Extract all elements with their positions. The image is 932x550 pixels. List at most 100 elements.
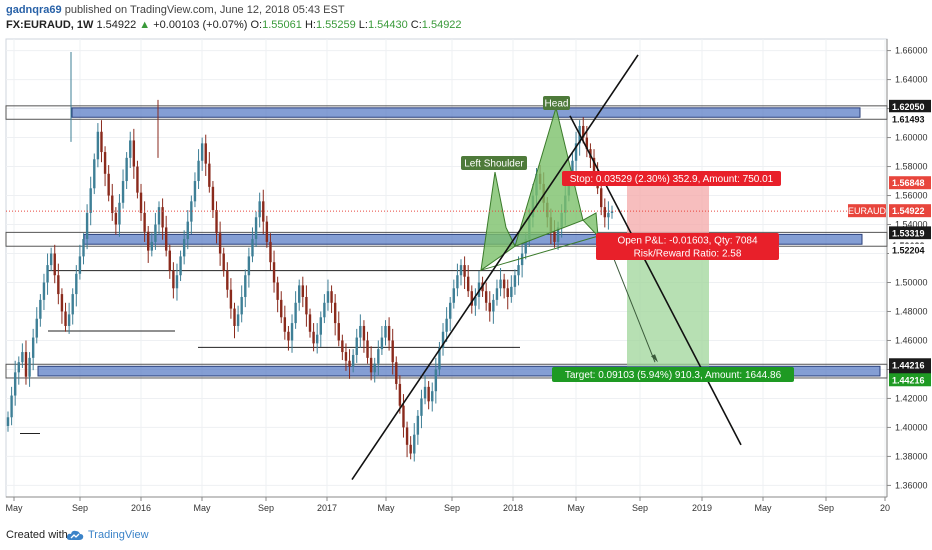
candle-body [247, 256, 251, 276]
candle-body [24, 352, 28, 377]
risk-reward-label: Risk/Reward Ratio: 2.58 [596, 246, 779, 260]
left-shoulder-label-text: Left Shoulder [464, 159, 524, 170]
y-tick-label: 1.60000 [895, 133, 928, 143]
resistance-zone-price-hi-text: 1.62050 [892, 102, 925, 112]
tradingview-brand[interactable]: TradingView [88, 529, 149, 541]
candle-body [582, 125, 585, 138]
candle-body [233, 308, 236, 326]
candle-body [100, 131, 103, 153]
head-label-text: Head [545, 99, 569, 110]
candle-body [445, 318, 448, 332]
candle-body [413, 434, 416, 454]
candle-body [175, 275, 179, 289]
stop-label-text: Stop: 0.03529 (2.30%) 352.9, Amount: 750… [570, 174, 774, 185]
support-zone-outline [5, 363, 888, 379]
candle-body [200, 143, 204, 161]
x-tick-label: 2019 [692, 503, 712, 513]
candle-body [377, 349, 380, 364]
symbol-label: FX:EURAUD, 1W [6, 19, 94, 31]
candle-body [10, 395, 13, 418]
resistance-zone-price-hi: 1.62050 [889, 99, 931, 113]
open-pl-label-bg [596, 233, 779, 247]
candle-body [585, 137, 589, 150]
candle-body [164, 227, 168, 251]
author-link[interactable]: gadnqra69 [6, 4, 62, 16]
support-zone-price-hi: 1.44216 [889, 358, 931, 372]
price-chart[interactable]: 1.660001.640001.620001.600001.580001.560… [0, 34, 932, 520]
resistance-zone-price-lo-text: 1.61493 [892, 114, 925, 124]
neckline-low-label: 1.52204 [889, 243, 931, 257]
x-tick-label: Sep [258, 503, 274, 513]
candle-body [6, 417, 10, 426]
candle-body [434, 369, 438, 392]
resistance-zone-price-lo: 1.61493 [889, 112, 931, 126]
neckline-low-label-text: 1.52204 [892, 246, 925, 256]
neckline-zone-outline [5, 231, 888, 247]
candle-body [211, 186, 215, 211]
candle-body [179, 256, 182, 276]
x-tick-label: 2016 [131, 503, 151, 513]
candle-body [402, 405, 405, 428]
candle-body [610, 211, 614, 213]
candle-body [222, 253, 225, 271]
candle-body [251, 239, 254, 257]
candle-body [355, 337, 358, 355]
symbol-tag: EURAUD [848, 204, 887, 218]
candle-body [258, 201, 261, 218]
y-tick-label: 1.64000 [895, 75, 928, 85]
candle-body [351, 354, 355, 367]
y-tick-label: 1.40000 [895, 422, 928, 432]
candle-body [71, 294, 74, 315]
candle-body [513, 275, 517, 287]
candle-body [459, 265, 463, 276]
x-tick-label: May [193, 503, 211, 513]
candle-body [466, 276, 470, 292]
candle-body [31, 337, 35, 358]
support-zone-price-hi-bg [889, 358, 931, 372]
candle-body [125, 157, 128, 182]
created-with-text: Created with [6, 529, 68, 541]
candle-body [305, 296, 308, 315]
footer: Created with TradingView [0, 520, 932, 550]
candle-body [150, 241, 154, 251]
candle-body [121, 181, 125, 203]
candle-body [53, 253, 56, 276]
candle-body [265, 221, 269, 242]
candle-body [204, 143, 207, 164]
candle-body [13, 372, 17, 396]
x-tick-label: May [377, 503, 395, 513]
candle-body [323, 302, 326, 318]
resistance-zone-price-lo-bg [889, 112, 931, 126]
x-tick-label: Sep [818, 503, 834, 513]
candle-body [312, 331, 315, 344]
candle-body [42, 282, 46, 300]
symbol-tag-text: EURAUD [848, 206, 887, 216]
resistance-zone [71, 107, 861, 118]
candle-body [82, 239, 85, 257]
candle-body [592, 157, 596, 174]
stop-label: Stop: 0.03529 (2.30%) 352.9, Amount: 750… [562, 171, 781, 186]
candle-body [118, 202, 121, 225]
candle-body [272, 262, 276, 283]
candle-body [139, 192, 143, 213]
candle-body [520, 253, 524, 266]
candle-body [114, 212, 118, 225]
x-tick-label: Sep [444, 503, 460, 513]
candle-body [208, 163, 211, 187]
candle-body [89, 188, 92, 213]
candle-body [186, 221, 189, 240]
candle-body [215, 210, 218, 234]
low-label: L: [358, 19, 368, 31]
candle-body [423, 386, 427, 399]
tradingview-cloud-icon [66, 530, 84, 540]
candle-body [262, 201, 265, 222]
target-label-text: Target: 0.09103 (5.94%) 910.3, Amount: 1… [565, 370, 782, 381]
candle-body [510, 286, 513, 297]
candle-body [236, 314, 240, 326]
x-tick-label: May [5, 503, 23, 513]
candle-body [39, 299, 42, 319]
candle-body [499, 279, 502, 289]
close-label: C: [410, 19, 422, 31]
quote-line: FX:EURAUD, 1W 1.54922 ▲ +0.00103 (+0.07%… [6, 19, 462, 31]
candle-body [276, 282, 279, 300]
